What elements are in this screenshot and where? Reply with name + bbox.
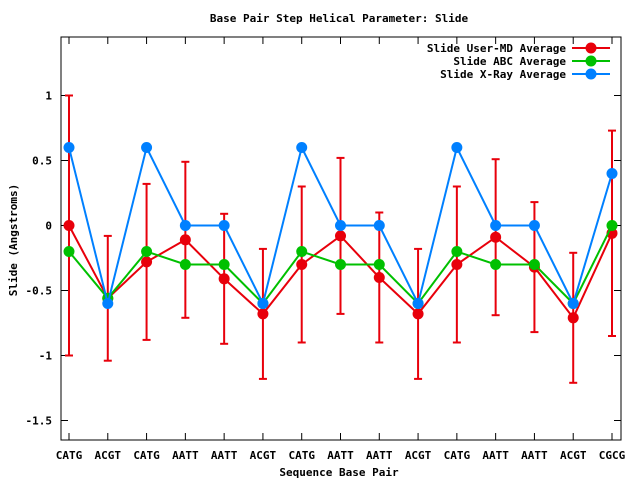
data-point xyxy=(373,272,385,283)
data-point xyxy=(412,308,424,320)
data-point xyxy=(179,259,191,270)
series-1 xyxy=(63,94,618,384)
data-point xyxy=(218,273,230,285)
data-point xyxy=(141,142,153,153)
x-tick-label: AATT xyxy=(366,449,393,462)
data-point xyxy=(606,220,618,231)
legend-marker xyxy=(585,42,597,54)
x-tick-label: ACGT xyxy=(560,449,587,462)
data-point xyxy=(451,246,463,257)
data-point xyxy=(296,246,308,257)
data-point xyxy=(373,220,385,231)
x-tick-label: AATT xyxy=(327,449,354,462)
data-point xyxy=(528,220,540,231)
x-tick-label: CGCG xyxy=(599,449,626,462)
data-point xyxy=(606,168,618,179)
y-axis-label: Slide (Angstroms) xyxy=(7,184,20,297)
data-point xyxy=(179,234,191,246)
x-tick-label: AATT xyxy=(521,449,548,462)
x-tick-label: CATG xyxy=(444,449,471,462)
data-point xyxy=(218,220,230,231)
x-axis-label: Sequence Base Pair xyxy=(279,466,399,479)
data-point xyxy=(451,259,463,270)
y-tick-label: -0.5 xyxy=(26,285,53,298)
x-tick-label: AATT xyxy=(211,449,238,462)
data-point xyxy=(451,142,463,153)
data-point xyxy=(218,259,230,270)
data-point xyxy=(335,230,346,242)
data-point xyxy=(257,308,269,320)
legend-label: Slide User-MD Average xyxy=(427,42,566,55)
data-point xyxy=(528,259,540,270)
data-point xyxy=(102,298,114,309)
data-point xyxy=(296,142,308,153)
data-point xyxy=(141,246,153,257)
data-point xyxy=(490,259,502,270)
x-tick-label: CATG xyxy=(56,449,83,462)
data-point xyxy=(257,298,269,309)
data-point xyxy=(412,298,424,309)
x-tick-label: ACGT xyxy=(405,449,432,462)
legend-label: Slide ABC Average xyxy=(453,55,566,68)
data-point xyxy=(567,298,579,309)
plot-area: -1.5 -1 -0.5 0 0.5 1 CATG ACGT CATG AATT AATT ACGT C… xyxy=(26,36,626,462)
y-tick-label: 1 xyxy=(45,90,52,103)
data-point xyxy=(63,142,75,153)
y-tick-label: -1 xyxy=(39,350,53,363)
y-tick-label: 0 xyxy=(45,220,52,233)
chart-title: Base Pair Step Helical Parameter: Slide xyxy=(210,12,469,25)
x-tick-label: ACGT xyxy=(95,449,122,462)
data-point xyxy=(490,231,502,243)
x-tick-label: CATG xyxy=(288,449,315,462)
x-tick-label: CATG xyxy=(133,449,160,462)
y-tick-label: -1.5 xyxy=(26,415,53,428)
legend-label: Slide X-Ray Average xyxy=(440,68,566,81)
data-point xyxy=(63,246,75,257)
series-3 xyxy=(63,142,618,309)
data-point xyxy=(490,220,502,231)
data-point xyxy=(63,220,75,231)
data-point xyxy=(141,256,153,268)
x-tick-label: AATT xyxy=(482,449,509,462)
x-tick-label: AATT xyxy=(172,449,199,462)
data-point xyxy=(373,259,385,270)
data-point xyxy=(179,220,191,231)
legend-marker xyxy=(585,68,597,80)
data-point xyxy=(296,259,308,270)
data-point xyxy=(567,312,579,324)
x-tick-label: ACGT xyxy=(250,449,277,462)
data-point xyxy=(335,259,346,270)
legend-marker xyxy=(585,55,597,67)
data-point xyxy=(335,220,346,231)
y-tick-label: 0.5 xyxy=(32,155,52,168)
